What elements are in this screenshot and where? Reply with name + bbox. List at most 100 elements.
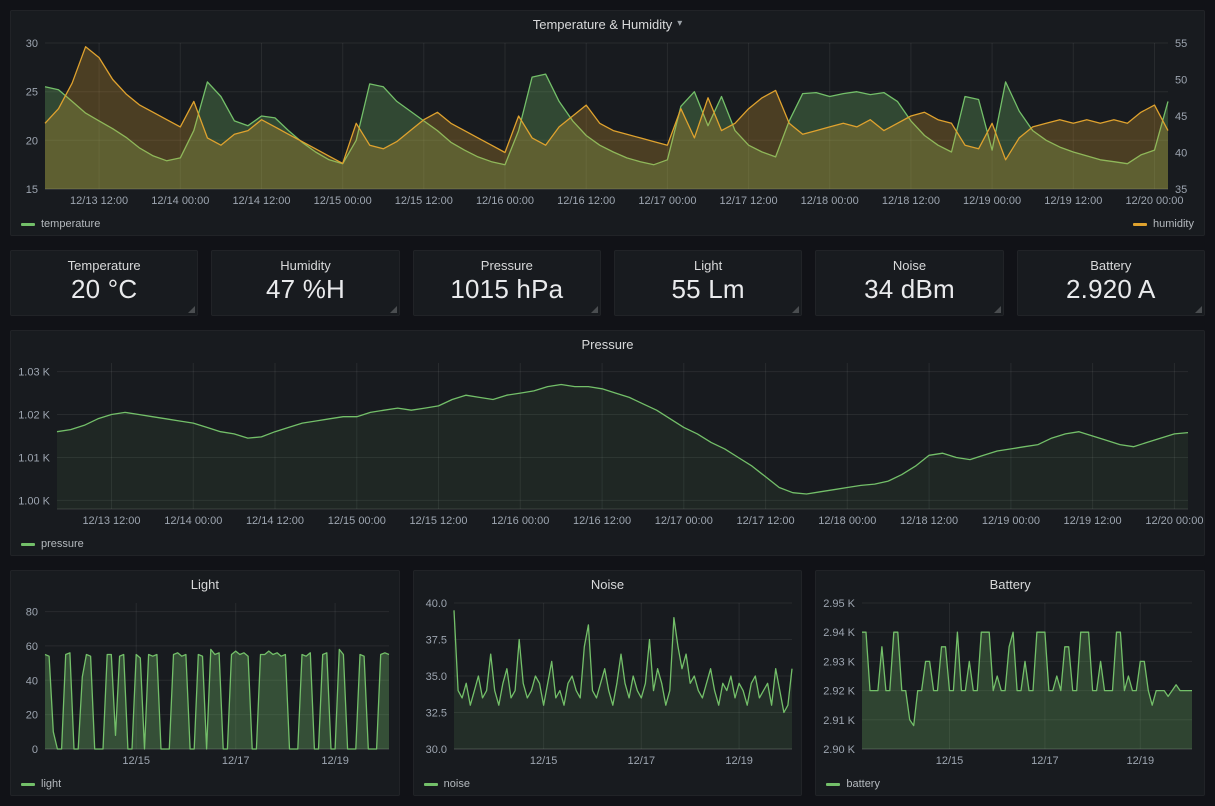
resize-handle[interactable] bbox=[994, 306, 1001, 313]
svg-text:50: 50 bbox=[1175, 75, 1187, 87]
svg-text:12/19 12:00: 12/19 12:00 bbox=[1064, 515, 1122, 527]
svg-text:80: 80 bbox=[26, 607, 38, 619]
svg-text:12/17 00:00: 12/17 00:00 bbox=[638, 195, 696, 207]
panel-noise-header[interactable]: Noise bbox=[414, 571, 802, 597]
svg-text:2.93 K: 2.93 K bbox=[824, 656, 856, 668]
legend-item-noise[interactable]: noise bbox=[424, 778, 470, 790]
noise-chart[interactable]: 12/1512/1712/1930.032.535.037.540.0 bbox=[414, 597, 802, 773]
svg-text:12/16 00:00: 12/16 00:00 bbox=[491, 515, 549, 527]
stat-panel-battery: Battery 2.920 A bbox=[1017, 250, 1205, 316]
svg-text:2.94 K: 2.94 K bbox=[824, 627, 856, 639]
noise-legend: noise bbox=[414, 773, 802, 795]
legend-label-battery: battery bbox=[846, 778, 880, 790]
grafana-dashboard: Temperature & Humidity ▾ 12/13 12:00 12/1… bbox=[0, 0, 1215, 806]
chevron-down-icon: ▾ bbox=[677, 19, 682, 29]
panel-temp-humidity-header[interactable]: Temperature & Humidity ▾ bbox=[11, 11, 1204, 37]
stat-title: Pressure bbox=[414, 258, 600, 273]
light-series-swatch bbox=[21, 783, 35, 786]
svg-text:30.0: 30.0 bbox=[425, 744, 446, 756]
svg-text:20: 20 bbox=[26, 135, 38, 147]
legend-item-humidity[interactable]: humidity bbox=[1133, 218, 1194, 230]
svg-text:15: 15 bbox=[26, 184, 38, 196]
legend-item-light[interactable]: light bbox=[21, 778, 61, 790]
legend-item-battery[interactable]: battery bbox=[826, 778, 880, 790]
svg-text:25: 25 bbox=[26, 87, 38, 99]
stat-panel-pressure: Pressure 1015 hPa bbox=[413, 250, 601, 316]
battery-legend: battery bbox=[816, 773, 1204, 795]
stat-title: Light bbox=[615, 258, 801, 273]
svg-text:12/19 00:00: 12/19 00:00 bbox=[963, 195, 1021, 207]
stat-panel-noise: Noise 34 dBm bbox=[815, 250, 1003, 316]
svg-text:35: 35 bbox=[1175, 184, 1187, 196]
legend-label-pressure: pressure bbox=[41, 538, 84, 550]
battery-series-swatch bbox=[826, 783, 840, 786]
svg-text:12/17 12:00: 12/17 12:00 bbox=[737, 515, 795, 527]
svg-text:12/17 00:00: 12/17 00:00 bbox=[655, 515, 713, 527]
svg-text:60: 60 bbox=[26, 641, 38, 653]
temp-humidity-legend: temperature humidity bbox=[11, 213, 1204, 235]
resize-handle[interactable] bbox=[1195, 306, 1202, 313]
temp-humidity-chart[interactable]: 12/13 12:00 12/14 00:00 12/14 12:00 12/15 0… bbox=[11, 37, 1204, 213]
panel-light-header[interactable]: Light bbox=[11, 571, 399, 597]
legend-label-noise: noise bbox=[444, 778, 470, 790]
svg-text:40: 40 bbox=[26, 675, 38, 687]
svg-text:12/18 00:00: 12/18 00:00 bbox=[801, 195, 859, 207]
panel-light: Light 12/1512/1712/19020406080 light bbox=[10, 570, 400, 796]
light-legend: light bbox=[11, 773, 399, 795]
svg-text:37.5: 37.5 bbox=[425, 635, 446, 647]
svg-text:12/13 12:00: 12/13 12:00 bbox=[70, 195, 128, 207]
svg-text:2.95 K: 2.95 K bbox=[824, 598, 856, 610]
svg-text:12/20 00:00: 12/20 00:00 bbox=[1145, 515, 1203, 527]
svg-text:12/14 12:00: 12/14 12:00 bbox=[246, 515, 304, 527]
panel-title: Light bbox=[191, 577, 219, 592]
stat-title: Noise bbox=[816, 258, 1002, 273]
temperature-series-swatch bbox=[21, 223, 35, 226]
svg-text:55: 55 bbox=[1175, 38, 1187, 50]
svg-text:2.91 K: 2.91 K bbox=[824, 715, 856, 727]
battery-chart[interactable]: 12/1512/1712/192.90 K2.91 K2.92 K2.93 K2… bbox=[816, 597, 1204, 773]
stat-value: 47 %H bbox=[212, 274, 398, 305]
svg-text:12/19 12:00: 12/19 12:00 bbox=[1044, 195, 1102, 207]
svg-text:12/14 12:00: 12/14 12:00 bbox=[232, 195, 290, 207]
panel-pressure-header[interactable]: Pressure bbox=[11, 331, 1204, 357]
svg-text:1.02 K: 1.02 K bbox=[18, 410, 50, 422]
svg-text:12/19: 12/19 bbox=[1127, 755, 1155, 767]
resize-handle[interactable] bbox=[591, 306, 598, 313]
stat-value: 1015 hPa bbox=[414, 274, 600, 305]
svg-text:45: 45 bbox=[1175, 111, 1187, 123]
svg-text:12/15: 12/15 bbox=[530, 755, 558, 767]
svg-text:12/14 00:00: 12/14 00:00 bbox=[151, 195, 209, 207]
stat-title: Humidity bbox=[212, 258, 398, 273]
resize-handle[interactable] bbox=[792, 306, 799, 313]
panel-title: Temperature & Humidity bbox=[533, 17, 672, 32]
panel-battery-header[interactable]: Battery bbox=[816, 571, 1204, 597]
svg-text:2.92 K: 2.92 K bbox=[824, 686, 856, 698]
stat-title: Battery bbox=[1018, 258, 1204, 273]
stat-panel-light: Light 55 Lm bbox=[614, 250, 802, 316]
legend-item-temperature[interactable]: temperature bbox=[21, 218, 100, 230]
svg-text:12/16 12:00: 12/16 12:00 bbox=[557, 195, 615, 207]
svg-text:12/15 00:00: 12/15 00:00 bbox=[314, 195, 372, 207]
panel-title: Pressure bbox=[581, 337, 633, 352]
panel-temp-humidity: Temperature & Humidity ▾ 12/13 12:0012/1… bbox=[10, 10, 1205, 236]
legend-item-pressure[interactable]: pressure bbox=[21, 538, 84, 550]
svg-text:12/17: 12/17 bbox=[1031, 755, 1059, 767]
svg-text:12/16 00:00: 12/16 00:00 bbox=[476, 195, 534, 207]
svg-text:12/20 00:00: 12/20 00:00 bbox=[1125, 195, 1183, 207]
svg-text:1.00 K: 1.00 K bbox=[18, 495, 50, 507]
resize-handle[interactable] bbox=[390, 306, 397, 313]
svg-text:2.90 K: 2.90 K bbox=[824, 744, 856, 756]
svg-text:12/15 00:00: 12/15 00:00 bbox=[328, 515, 386, 527]
svg-text:1.01 K: 1.01 K bbox=[18, 453, 50, 465]
panel-pressure: Pressure 12/13 12:0012/14 00:0012/14 12:… bbox=[10, 330, 1205, 556]
bottom-row: Light 12/1512/1712/19020406080 light Noi… bbox=[10, 570, 1205, 796]
light-chart[interactable]: 12/1512/1712/19020406080 bbox=[11, 597, 399, 773]
pressure-chart[interactable]: 12/13 12:0012/14 00:0012/14 12:0012/15 0… bbox=[11, 357, 1204, 533]
svg-text:30: 30 bbox=[26, 38, 38, 50]
svg-text:12/19: 12/19 bbox=[725, 755, 753, 767]
svg-text:12/17 12:00: 12/17 12:00 bbox=[720, 195, 778, 207]
panel-noise: Noise 12/1512/1712/1930.032.535.037.540.… bbox=[413, 570, 803, 796]
svg-text:12/15 12:00: 12/15 12:00 bbox=[395, 195, 453, 207]
panel-title: Battery bbox=[990, 577, 1031, 592]
resize-handle[interactable] bbox=[188, 306, 195, 313]
